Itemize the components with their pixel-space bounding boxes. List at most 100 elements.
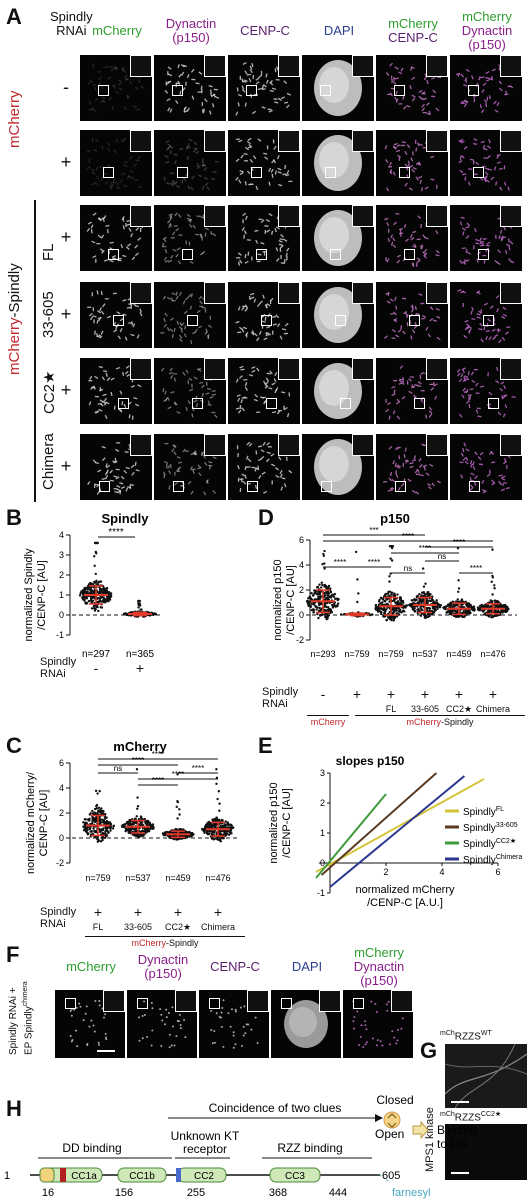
zoom-inset: [130, 358, 152, 380]
tick-label: 2: [383, 867, 388, 877]
micrograph-tile: [450, 434, 522, 500]
micrograph-tile: [154, 205, 226, 271]
panel-label-d: D: [258, 505, 274, 530]
zoom-inset: [278, 130, 300, 152]
zoom-inset: [278, 434, 300, 456]
micrograph-tile: [376, 205, 448, 271]
tick-label: 0: [59, 833, 64, 843]
n-label: n=476: [480, 649, 505, 659]
column-header-line: DAPI: [323, 23, 355, 38]
tick-label: 6: [495, 867, 500, 877]
zoom-region-box: [173, 481, 184, 492]
column-header-line: CENP-C: [210, 959, 260, 974]
zoom-inset: [204, 205, 226, 227]
sig-label: ****: [108, 527, 124, 538]
scale-bar: [451, 1172, 469, 1174]
residue-16: 16: [42, 1187, 54, 1199]
data-points: [72, 541, 160, 618]
group-label-mcherry: mCherry: [310, 717, 346, 727]
rnai-sign: +: [213, 904, 223, 920]
tile-image: [384, 213, 440, 267]
panel-label-b: B: [6, 505, 22, 530]
micrograph-tile: [228, 434, 300, 500]
micrograph-tile: [154, 358, 226, 424]
open-label: Open: [375, 1127, 404, 1141]
filament-texture: [445, 1044, 527, 1108]
zoom-region-box: [246, 85, 257, 96]
micrograph-tile: [80, 358, 152, 424]
zoom-region-box: [182, 249, 193, 260]
rnai-sign: +: [454, 686, 464, 702]
tile-image: [88, 365, 142, 420]
tile-image: [162, 442, 217, 496]
group-label-prefix: mCherry: [6, 317, 23, 375]
micrograph-tile: [302, 130, 374, 196]
condition-plus: +: [135, 660, 145, 676]
tick-label: 0: [299, 610, 304, 620]
zoom-inset: [204, 434, 226, 456]
group-label-suffix: -Spindly: [166, 938, 199, 948]
panel-label-e: E: [258, 733, 273, 758]
column-header-line: (p150): [144, 966, 182, 981]
sig-label: ****: [470, 564, 482, 573]
bracket-spindly: [355, 715, 525, 716]
chart-title: mCherry: [113, 739, 167, 754]
zoom-region-box: [209, 998, 220, 1009]
column-header: CENP-C: [199, 960, 271, 974]
zoom-region-box: [137, 998, 148, 1009]
residue-end: 605: [382, 1170, 400, 1182]
n-labels: n=759 n=537 n=459 n=476: [85, 873, 230, 883]
domain-cc3: [269, 1167, 321, 1183]
tile-image: [86, 212, 144, 263]
sig-label: ****: [152, 776, 164, 785]
column-header-line: mCherry: [92, 23, 142, 38]
legend-base: Spindly: [463, 823, 496, 834]
tile-image: [235, 365, 291, 418]
y-axis-label-line: normalized p150: [272, 559, 284, 640]
legend-sup: 33-605: [496, 822, 518, 829]
zoom-inset: [426, 282, 448, 304]
zoom-inset: [130, 55, 152, 77]
tile-image: [160, 291, 217, 345]
zoom-inset: [352, 434, 374, 456]
sig-label: ****: [132, 756, 144, 765]
group-bracket: [34, 200, 36, 502]
tick-label: 2: [59, 808, 64, 818]
column-header: mCherry Dynactin (p150): [450, 10, 524, 52]
micrograph-tile: [343, 990, 413, 1058]
zoom-inset: [278, 282, 300, 304]
micrograph-tile: [302, 434, 374, 500]
zoom-inset: [352, 205, 374, 227]
micrograph-tile: [450, 55, 522, 121]
zoom-inset: [204, 130, 226, 152]
column-header-line: Dynactin: [137, 952, 189, 967]
tick-label: 4: [299, 560, 304, 570]
sig-label: ****: [419, 544, 431, 553]
zoom-inset: [500, 358, 522, 380]
zoom-region-box: [103, 167, 114, 178]
condition-minus: -: [93, 660, 99, 676]
legend-label: SpindlyChimera: [463, 854, 522, 866]
zoom-region-box: [247, 481, 258, 492]
micrograph-tile: [271, 990, 341, 1058]
n-label: n=459: [165, 873, 190, 883]
zoom-region-box: [266, 398, 277, 409]
label-main: RZZS: [454, 1112, 481, 1124]
tick-label: -1: [56, 630, 64, 640]
construct-label: Chimera: [475, 704, 510, 714]
y-axis-label-line: normalized p150: [268, 782, 280, 863]
tile-image: [314, 60, 362, 116]
y-axis-label-line: CENP-C [AU]: [38, 790, 50, 857]
zoom-region-box: [321, 481, 332, 492]
construct-label: 33-605: [123, 922, 153, 932]
zoom-region-box: [256, 249, 267, 260]
legend-label: SpindlyFL: [463, 806, 504, 818]
column-header-line: mCherry: [462, 9, 512, 24]
side-label-line: Spindly RNAi +: [8, 987, 19, 1055]
tile-image: [236, 441, 293, 494]
tick-label: 4: [59, 530, 64, 540]
tick-label: 0: [320, 858, 325, 868]
significance: *********** ****ns************ns: [323, 526, 493, 574]
column-header-line: Dynactin: [461, 23, 513, 38]
zoom-region-box: [394, 85, 405, 96]
